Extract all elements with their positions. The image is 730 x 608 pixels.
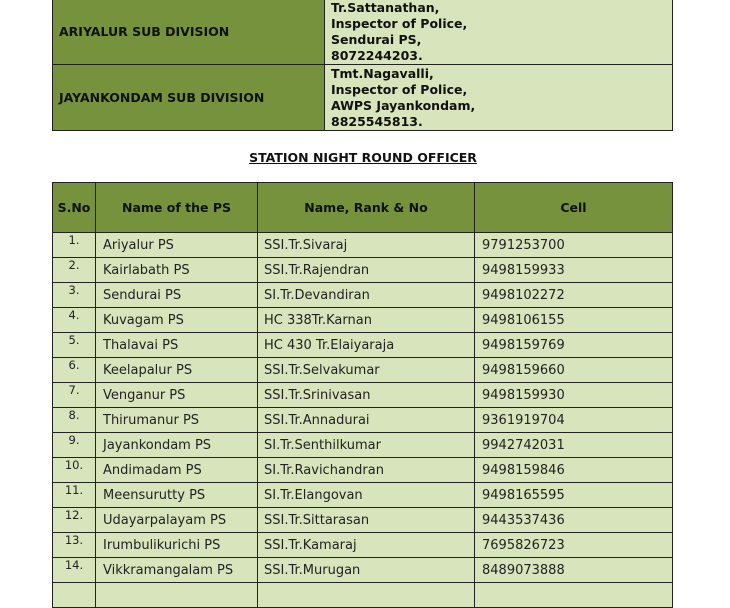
- police-station: Thalavai PS: [95, 332, 258, 358]
- table-row: 4. Kuvagam PS HC 338Tr.Karnan 9498106155: [52, 307, 673, 333]
- police-station: Ariyalur PS: [95, 232, 258, 258]
- police-station: Irumbulikurichi PS: [95, 532, 258, 558]
- officer-details: Tr.Sattanathan, Inspector of Police, Sen…: [324, 0, 673, 65]
- officer: SSI.Tr.Rajendran: [257, 257, 475, 283]
- officer: SI.Tr.Senthilkumar: [257, 432, 475, 458]
- table-row: 3. Sendurai PS SI.Tr.Devandiran 9498102272: [52, 282, 673, 308]
- sub-division-name: ARIYALUR SUB DIVISION: [52, 0, 325, 65]
- cell-number: 9498159846: [474, 457, 673, 483]
- serial-number: 3.: [52, 282, 96, 308]
- officer: HC 338Tr.Karnan: [257, 307, 475, 333]
- table-row: 14. Vikkramangalam PS SSI.Tr.Murugan 848907…: [52, 557, 673, 583]
- sub-division-row: JAYANKONDAM SUB DIVISION Tmt.Nagavalli, …: [52, 64, 673, 131]
- cell-number: 9498159769: [474, 332, 673, 358]
- header-ps: Name of the PS: [95, 182, 258, 233]
- header-cell: Cell: [474, 182, 673, 233]
- empty-cell: [474, 582, 673, 608]
- table-row-partial: [52, 582, 673, 608]
- police-station: Andimadam PS: [95, 457, 258, 483]
- empty-cell: [257, 582, 475, 608]
- table-row: 12. Udayarpalayam PS SSI.Tr.Sittarasan 9443…: [52, 507, 673, 533]
- serial-number: 8.: [52, 407, 96, 433]
- cell-number: 9942742031: [474, 432, 673, 458]
- officer-name: Tr.Sattanathan,: [331, 0, 440, 15]
- table-row: 5. Thalavai PS HC 430 Tr.Elaiyaraja 9498159…: [52, 332, 673, 358]
- officer: SSI.Tr.Selvakumar: [257, 357, 475, 383]
- officer: HC 430 Tr.Elaiyaraja: [257, 332, 475, 358]
- table-row: 8. Thirumanur PS SSI.Tr.Annadurai 936191970…: [52, 407, 673, 433]
- serial-number: 1.: [52, 232, 96, 258]
- cell-number: 9498102272: [474, 282, 673, 308]
- serial-number: 6.: [52, 357, 96, 383]
- officer: SI.Tr.Ravichandran: [257, 457, 475, 483]
- police-station: Kuvagam PS: [95, 307, 258, 333]
- night-round-table: S.No Name of the PS Name, Rank & No Cell…: [52, 182, 673, 608]
- table-header: S.No Name of the PS Name, Rank & No Cell: [52, 182, 673, 233]
- serial-number: 5.: [52, 332, 96, 358]
- officer: SSI.Tr.Srinivasan: [257, 382, 475, 408]
- table-row: 9. Jayankondam PS SI.Tr.Senthilkumar 994274…: [52, 432, 673, 458]
- table-row: 6. Keelapalur PS SSI.Tr.Selvakumar 94981596…: [52, 357, 673, 383]
- sub-division-row: ARIYALUR SUB DIVISION Tr.Sattanathan, In…: [52, 0, 673, 65]
- police-station: Vikkramangalam PS: [95, 557, 258, 583]
- table-row: 1. Ariyalur PS SSI.Tr.Sivaraj 9791253700: [52, 232, 673, 258]
- officer: SI.Tr.Elangovan: [257, 482, 475, 508]
- serial-number: 14.: [52, 557, 96, 583]
- cell-number: 9791253700: [474, 232, 673, 258]
- empty-cell: [52, 582, 96, 608]
- table-row: 13. Irumbulikurichi PS SSI.Tr.Kamaraj 76958…: [52, 532, 673, 558]
- table-row: 11. Meensurutty PS SI.Tr.Elangovan 94981655…: [52, 482, 673, 508]
- officer-phone: 8825545813.: [331, 113, 423, 129]
- officer: SSI.Tr.Annadurai: [257, 407, 475, 433]
- cell-number: 7695826723: [474, 532, 673, 558]
- cell-number: 9498159933: [474, 257, 673, 283]
- officer-station: AWPS Jayankondam,: [331, 97, 476, 113]
- serial-number: 2.: [52, 257, 96, 283]
- officer: SSI.Tr.Sittarasan: [257, 507, 475, 533]
- police-station: Thirumanur PS: [95, 407, 258, 433]
- empty-cell: [95, 582, 258, 608]
- serial-number: 11.: [52, 482, 96, 508]
- police-station: Sendurai PS: [95, 282, 258, 308]
- officer: SI.Tr.Devandiran: [257, 282, 475, 308]
- police-station: Meensurutty PS: [95, 482, 258, 508]
- sub-division-table: ARIYALUR SUB DIVISION Tr.Sattanathan, In…: [52, 0, 673, 131]
- police-station: Kairlabath PS: [95, 257, 258, 283]
- table-row: 7. Venganur PS SSI.Tr.Srinivasan 9498159930: [52, 382, 673, 408]
- cell-number: 8489073888: [474, 557, 673, 583]
- cell-number: 9443537436: [474, 507, 673, 533]
- serial-number: 13.: [52, 532, 96, 558]
- serial-number: 9.: [52, 432, 96, 458]
- police-station: Jayankondam PS: [95, 432, 258, 458]
- table-row: 2. Kairlabath PS SSI.Tr.Rajendran 949815993…: [52, 257, 673, 283]
- cell-number: 9498159930: [474, 382, 673, 408]
- header-sno: S.No: [52, 182, 96, 233]
- table-row: 10. Andimadam PS SI.Tr.Ravichandran 9498159…: [52, 457, 673, 483]
- officer-details: Tmt.Nagavalli, Inspector of Police, AWPS…: [324, 64, 673, 131]
- serial-number: 10.: [52, 457, 96, 483]
- cell-number: 9498165595: [474, 482, 673, 508]
- cell-number: 9498106155: [474, 307, 673, 333]
- police-station: Venganur PS: [95, 382, 258, 408]
- officer-name: Tmt.Nagavalli,: [331, 65, 434, 81]
- section-title: STATION NIGHT ROUND OFFICER: [249, 150, 477, 165]
- police-station: Udayarpalayam PS: [95, 507, 258, 533]
- serial-number: 4.: [52, 307, 96, 333]
- header-officer: Name, Rank & No: [257, 182, 475, 233]
- officer-station: Sendurai PS,: [331, 31, 422, 47]
- cell-number: 9361919704: [474, 407, 673, 433]
- officer: SSI.Tr.Kamaraj: [257, 532, 475, 558]
- serial-number: 7.: [52, 382, 96, 408]
- officer-rank: Inspector of Police,: [331, 81, 468, 97]
- officer: SSI.Tr.Murugan: [257, 557, 475, 583]
- officer-rank: Inspector of Police,: [331, 15, 468, 31]
- cell-number: 9498159660: [474, 357, 673, 383]
- officer-phone: 8072244203.: [331, 47, 423, 63]
- police-station: Keelapalur PS: [95, 357, 258, 383]
- officer: SSI.Tr.Sivaraj: [257, 232, 475, 258]
- sub-division-name: JAYANKONDAM SUB DIVISION: [52, 64, 325, 131]
- serial-number: 12.: [52, 507, 96, 533]
